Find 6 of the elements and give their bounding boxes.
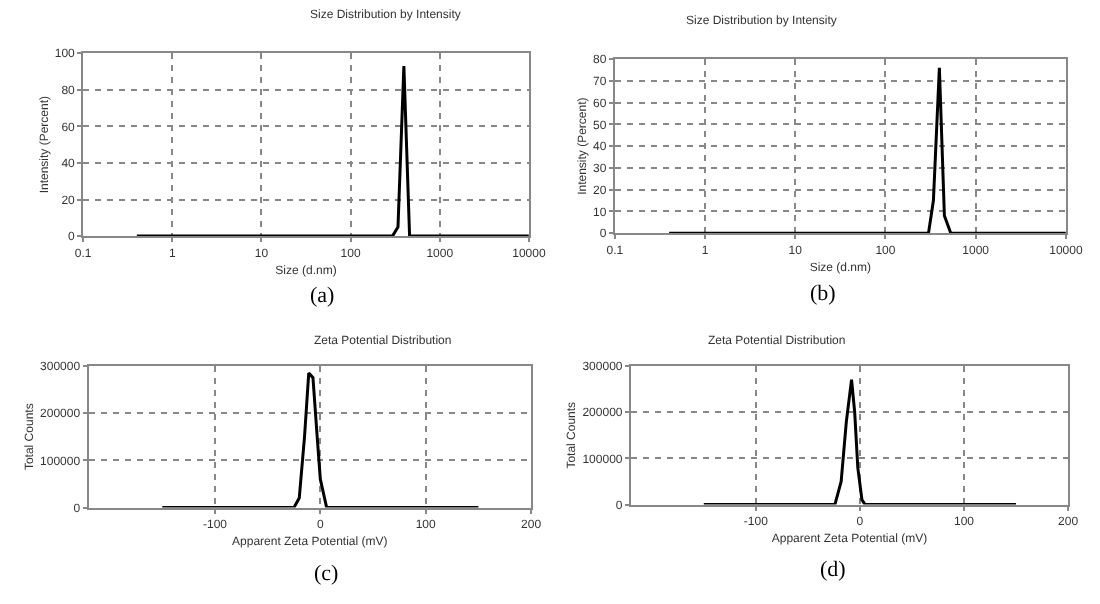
text: (b)	[810, 282, 837, 306]
text: (c)	[314, 562, 340, 586]
text: (a)	[310, 284, 336, 308]
line-series	[160, 371, 480, 508]
text: (d)	[820, 558, 847, 582]
line-series	[702, 378, 1018, 505]
